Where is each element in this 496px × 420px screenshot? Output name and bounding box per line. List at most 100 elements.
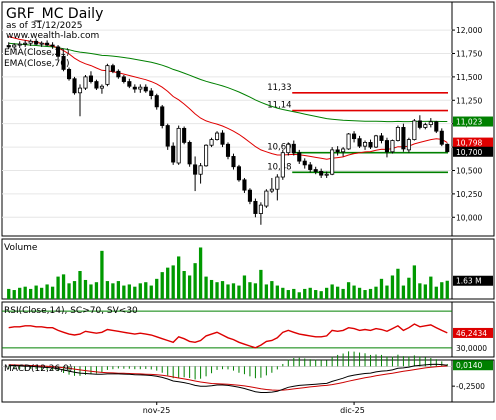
candle-down xyxy=(127,81,132,87)
volume-bar xyxy=(7,288,11,299)
volume-bar xyxy=(78,271,82,299)
date-tick-label: nov-25 xyxy=(143,406,171,415)
candle-up xyxy=(198,165,203,175)
volume-bar xyxy=(423,284,427,299)
rsi-tag-label: 46,2434 xyxy=(456,329,487,338)
volume-bar xyxy=(335,286,340,299)
candle-down xyxy=(225,143,231,157)
volume-bar xyxy=(319,291,323,299)
candle-down xyxy=(384,140,390,153)
volume-axis-frame xyxy=(451,238,495,300)
volume-bar xyxy=(297,292,301,299)
volume-bar xyxy=(198,247,203,299)
candle-up xyxy=(39,42,44,45)
candle-down xyxy=(143,86,148,92)
candle-up xyxy=(264,190,269,207)
volume-bar xyxy=(18,287,22,299)
macd-tag xyxy=(453,360,493,371)
macd-line xyxy=(8,363,448,393)
volume-bar xyxy=(374,286,378,299)
volume-bar xyxy=(61,274,66,299)
macd-tick-label: -0,2500 xyxy=(456,382,485,391)
volume-bar xyxy=(72,281,77,299)
candle-up xyxy=(83,76,88,89)
volume-bar xyxy=(56,276,60,299)
ema21-line xyxy=(8,36,448,160)
candle-up xyxy=(324,173,329,176)
volume-bar xyxy=(341,288,345,299)
volume-bar xyxy=(111,283,115,299)
volume-bar xyxy=(237,285,241,299)
volume-bar xyxy=(166,267,170,299)
volume-bar xyxy=(253,283,258,299)
candle-down xyxy=(352,133,357,140)
ema70-line xyxy=(8,42,448,123)
volume-bar xyxy=(45,284,49,299)
volume-bar xyxy=(155,278,159,299)
candle-up xyxy=(209,139,214,146)
macd-tag-label: 0,0140 xyxy=(456,361,482,370)
candle-down xyxy=(357,138,362,147)
volume-bar xyxy=(440,282,444,299)
volume-bar xyxy=(314,290,318,299)
volume-tag xyxy=(453,275,493,286)
candle-down xyxy=(247,189,252,202)
volume-bar xyxy=(231,283,236,299)
volume-bar xyxy=(390,275,395,299)
candle-up xyxy=(423,124,428,128)
chart-date: as of 31/12/2025 xyxy=(6,21,82,31)
candle-down xyxy=(165,125,170,147)
volume-bar xyxy=(94,282,99,299)
candle-up xyxy=(390,140,395,153)
candle-up xyxy=(286,143,291,154)
volume-bar xyxy=(83,279,88,299)
candle-down xyxy=(297,152,302,162)
support-level-label: 10,48 xyxy=(267,162,291,172)
volume-bar xyxy=(292,288,296,299)
candle-down xyxy=(242,179,247,191)
candle-down xyxy=(434,121,439,132)
rsi-line xyxy=(8,323,448,349)
candle-up xyxy=(346,133,351,150)
volume-bar xyxy=(429,276,433,299)
volume-bar xyxy=(209,279,214,299)
candle-down xyxy=(193,164,198,175)
volume-bar xyxy=(171,265,175,299)
candle-down xyxy=(236,166,242,181)
volume-bar xyxy=(407,277,411,299)
candle-up xyxy=(362,141,368,147)
volume-bar xyxy=(12,290,16,299)
volume-bar xyxy=(187,275,192,299)
candle-down xyxy=(154,95,159,108)
volume-bar xyxy=(122,285,126,299)
candle-down xyxy=(66,68,72,80)
price-tick-label: 10,000 xyxy=(456,213,482,222)
candle-down xyxy=(56,46,61,57)
volume-bar xyxy=(193,263,197,299)
chart-marks: 10,00010,25010,50010,75011,00011,25011,5… xyxy=(6,26,493,415)
volume-bar xyxy=(396,268,400,299)
candle-down xyxy=(45,42,50,46)
candle-down xyxy=(335,149,340,153)
volume-bar xyxy=(226,284,230,299)
volume-bar xyxy=(357,287,362,299)
volume-tag-label: 1.63 M xyxy=(456,277,482,286)
volume-bar xyxy=(138,283,142,299)
price-tick-label: 11,750 xyxy=(456,49,482,58)
candle-up xyxy=(17,43,22,46)
volume-bar xyxy=(160,272,164,299)
candle-down xyxy=(379,135,384,141)
volume-bar xyxy=(105,281,110,299)
volume-bar xyxy=(34,285,38,299)
candle-up xyxy=(204,144,209,167)
volume-bar xyxy=(242,275,247,299)
candle-down xyxy=(319,171,324,176)
volume-bar xyxy=(127,284,131,299)
candle-up xyxy=(395,127,400,141)
candle-down xyxy=(72,78,77,94)
volume-bar xyxy=(434,286,438,299)
volume-bar xyxy=(144,282,148,299)
volume-bar xyxy=(401,285,406,299)
price-tick-label: 10,250 xyxy=(456,190,482,199)
